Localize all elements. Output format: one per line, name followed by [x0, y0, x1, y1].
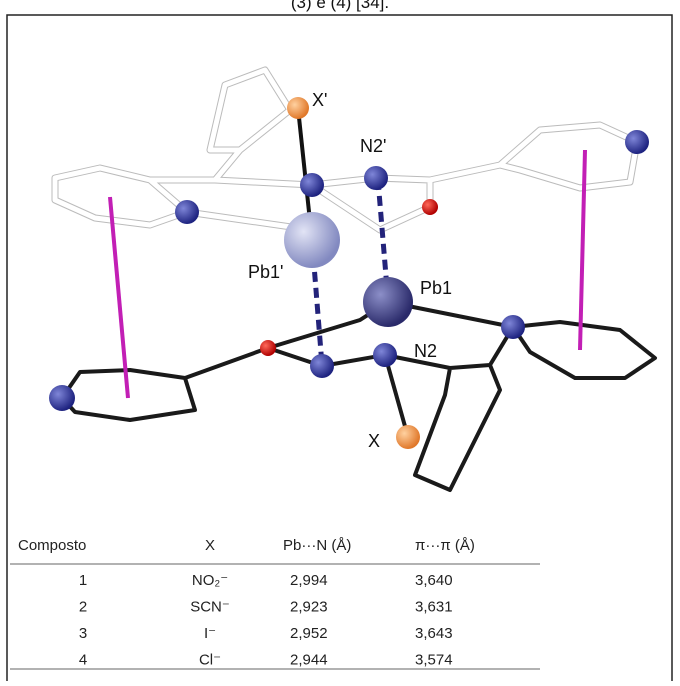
- atom-label: X: [368, 431, 380, 451]
- column-header: π···π (Å): [415, 537, 475, 554]
- atom-label: X': [312, 90, 327, 110]
- table-cell: SCN⁻: [190, 599, 230, 616]
- column-header: Composto: [18, 537, 86, 554]
- table-cell: 1: [79, 572, 87, 589]
- frame: [7, 15, 672, 681]
- table-cell: NO₂⁻: [192, 572, 228, 589]
- column-header: X: [205, 537, 215, 554]
- table-cell: 2: [79, 599, 87, 616]
- table-cell: I⁻: [204, 625, 216, 642]
- table: Composto X Pb···N (Å) π···π (Å) 1 NO₂⁻ 2,9…: [10, 537, 540, 669]
- table-cell: 3,643: [415, 625, 453, 642]
- figure: (3) e (4) [34]. X' N2' Pb1' Pb1 N2 X Com…: [0, 0, 680, 681]
- atom-label: Pb1: [420, 278, 452, 298]
- table-cell: 3,631: [415, 599, 453, 616]
- table-cell: 3,640: [415, 572, 453, 589]
- atom-label: Pb1': [248, 262, 283, 282]
- atom-label: N2': [360, 136, 386, 156]
- table-cell: Cl⁻: [199, 652, 221, 669]
- molecule: [49, 70, 655, 490]
- table-cell: 4: [79, 652, 87, 669]
- column-header: Pb···N (Å): [283, 537, 351, 554]
- table-cell: 2,923: [290, 599, 328, 616]
- table-cell: 3,574: [415, 652, 453, 669]
- table-cell: 2,944: [290, 652, 328, 669]
- table-cell: 3: [79, 625, 87, 642]
- caption: (3) e (4) [34].: [291, 0, 389, 12]
- table-cell: 2,952: [290, 625, 328, 642]
- table-cell: 2,994: [290, 572, 328, 589]
- atom-label: N2: [414, 341, 437, 361]
